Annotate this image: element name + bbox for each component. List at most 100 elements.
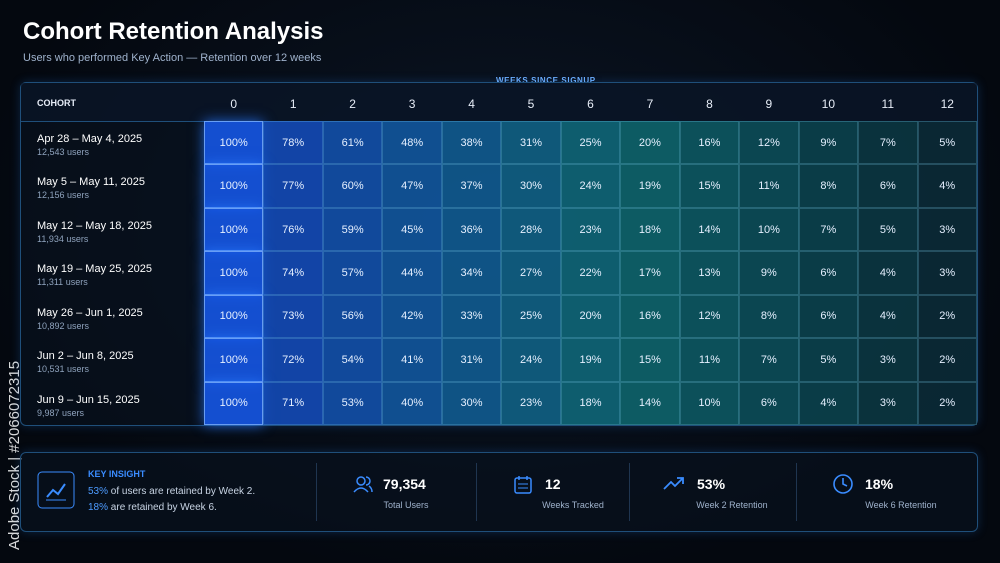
retention-cell: 27% — [501, 251, 561, 295]
divider — [316, 463, 317, 521]
insight-line: 53% of users are retained by Week 2. — [88, 486, 255, 497]
insight-label: KEY INSIGHT — [88, 469, 146, 479]
week-header: 1 — [289, 97, 297, 111]
retention-cell: 30% — [441, 381, 502, 425]
divider — [476, 463, 477, 521]
week-header: 6 — [587, 97, 594, 111]
retention-cell: 3% — [858, 381, 918, 425]
retention-cell: 71% — [263, 381, 323, 425]
retention-cell: 19% — [620, 164, 680, 208]
cohort-users: 12,543 users — [37, 147, 90, 157]
retention-cell: 78% — [263, 121, 323, 165]
retention-cell: 100% — [204, 338, 264, 382]
divider — [629, 463, 630, 521]
retention-cell: 7% — [739, 338, 799, 382]
retention-cell: 11% — [739, 164, 799, 208]
retention-cell: 15% — [679, 164, 740, 208]
retention-cell: 8% — [798, 164, 859, 208]
stat-value: 79,354 — [383, 476, 426, 492]
insight-text: of users are retained by Week 2. — [110, 486, 256, 497]
retention-cell: 20% — [620, 121, 680, 165]
retention-cell: 9% — [739, 251, 799, 295]
retention-cell: 74% — [263, 251, 323, 295]
retention-cell: 36% — [441, 207, 502, 252]
retention-cell: 23% — [501, 381, 561, 425]
week-header: 7 — [646, 97, 654, 111]
title: Cohort Retention Analysis — [23, 18, 324, 45]
retention-cell: 7% — [858, 121, 918, 165]
retention-cell: 5% — [798, 338, 859, 382]
subtitle: Users who performed Key Action — Retenti… — [23, 52, 322, 64]
retention-cell: 34% — [441, 251, 502, 295]
retention-cell: 7% — [798, 207, 859, 252]
retention-cell: 100% — [204, 381, 264, 425]
retention-cell: 13% — [679, 251, 740, 295]
retention-cell: 37% — [441, 164, 502, 208]
retention-cell: 72% — [263, 338, 323, 382]
retention-cell: 22% — [560, 251, 621, 295]
group-label: WEEKS SINCE SIGNUP — [490, 76, 602, 85]
retention-cell: 6% — [798, 294, 859, 339]
retention-cell: 4% — [858, 294, 918, 339]
cohort-label: May 26 – Jun 1, 2025 — [37, 306, 143, 319]
retention-cell: 17% — [620, 251, 680, 295]
cohort-users: 12,156 users — [37, 190, 90, 201]
retention-cell: 16% — [620, 294, 680, 339]
retention-cell: 24% — [501, 338, 561, 382]
retention-cell: 3% — [917, 251, 977, 295]
week-header: 4 — [468, 97, 475, 111]
retention-cell: 53% — [322, 381, 383, 425]
week-header: 11 — [881, 97, 895, 111]
insight-text: are retained by Week 6. — [110, 502, 217, 513]
retention-cell: 100% — [204, 294, 264, 339]
insight-icon — [37, 471, 75, 509]
retention-cell: 11% — [679, 338, 740, 382]
retention-cell: 20% — [560, 294, 621, 339]
cohort-label: Jun 2 – Jun 8, 2025 — [37, 350, 134, 363]
retention-cell: 4% — [917, 164, 977, 208]
cohort-header: COHORT — [37, 98, 76, 108]
retention-cell: 18% — [560, 381, 621, 425]
retention-cell: 28% — [501, 207, 561, 252]
cohort-users: 11,311 users — [37, 277, 88, 288]
week-header: 10 — [821, 97, 836, 111]
retention-cell: 5% — [858, 207, 918, 252]
stat-value: 12 — [545, 476, 561, 492]
cohort-label: May 5 – May 11, 2025 — [37, 176, 146, 189]
retention-cell: 38% — [441, 121, 502, 165]
retention-cell: 10% — [739, 207, 799, 252]
retention-cell: 12% — [679, 294, 740, 339]
retention-cell: 19% — [560, 338, 621, 382]
stat-value: 53% — [697, 476, 726, 492]
cohort-label: May 19 – May 25, 2025 — [37, 263, 152, 276]
week-header: 2 — [349, 97, 356, 111]
cohort-label: Apr 28 – May 4, 2025 — [37, 133, 143, 145]
retention-cell: 44% — [382, 251, 442, 295]
retention-cell: 23% — [560, 207, 621, 252]
retention-cell: 30% — [501, 164, 561, 208]
retention-cell: 8% — [739, 294, 799, 339]
summary-panel: KEY INSIGHT 53% of users are retained by… — [20, 452, 978, 532]
cohort-label: May 12 – May 18, 2025 — [37, 219, 152, 232]
week-header: 9 — [765, 97, 773, 111]
retention-cell: 10% — [679, 381, 740, 425]
retention-cell: 3% — [917, 207, 977, 252]
retention-cell: 5% — [917, 121, 977, 165]
users-icon — [353, 476, 373, 493]
retention-cell: 18% — [620, 207, 680, 252]
retention-cell: 2% — [917, 294, 977, 339]
retention-cell: 60% — [322, 164, 383, 208]
retention-cell: 100% — [204, 121, 264, 165]
divider — [796, 463, 797, 521]
retention-cell: 4% — [858, 251, 918, 295]
retention-cell: 48% — [382, 121, 442, 165]
stat-label: Week 6 Retention — [865, 500, 937, 510]
retention-cell: 9% — [798, 121, 859, 165]
week-header: 8 — [706, 97, 713, 111]
retention-table: COHORT 0 1 2 3 4 5 6 7 8 9 10 11 12 Apr 28 – May 4, 20… — [20, 82, 978, 426]
retention-cell: 61% — [322, 121, 383, 165]
retention-cell: 14% — [679, 207, 740, 252]
stat-label: Total Users — [383, 500, 429, 510]
retention-cell: 25% — [560, 121, 621, 165]
